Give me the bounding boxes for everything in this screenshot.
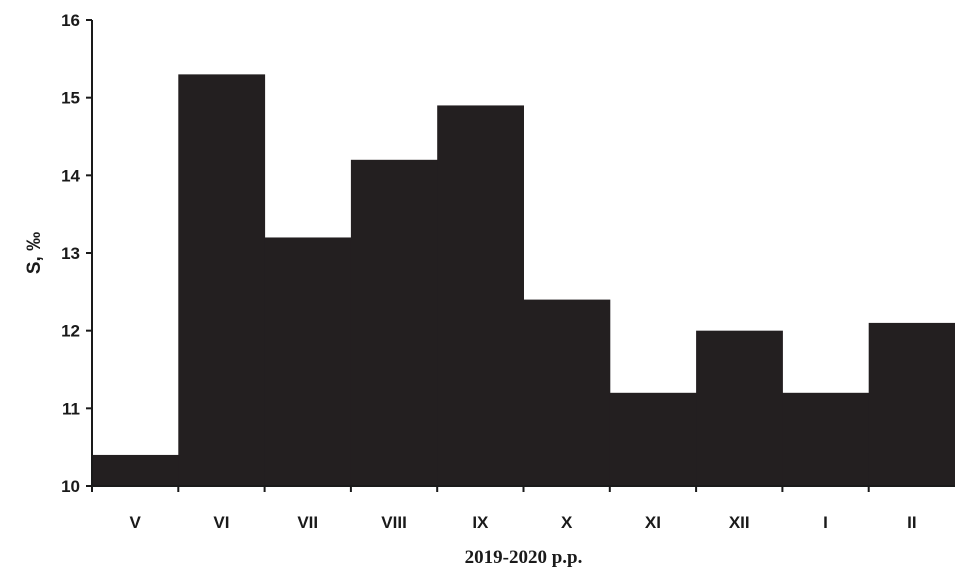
x-tick-label: XI — [645, 513, 661, 532]
bar-I — [782, 392, 870, 486]
x-axis-title: 2019-2020 р.р. — [465, 547, 583, 568]
x-tick-label: VIII — [381, 513, 407, 532]
x-tick-label: X — [561, 513, 573, 532]
bar-VIII — [350, 159, 438, 487]
x-tick-label: II — [907, 513, 916, 532]
y-ticks-group: 10 11 12 13 14 15 16 — [61, 11, 92, 496]
y-tick-label: 16 — [61, 11, 80, 30]
y-axis-title: S, ‰ — [24, 232, 45, 274]
x-tick-label: IX — [472, 513, 489, 532]
y-tick-label: 12 — [61, 322, 80, 341]
bar-X — [523, 299, 611, 486]
bars-group — [92, 74, 955, 487]
y-tick-label: 11 — [62, 399, 80, 418]
bar-II — [868, 322, 955, 486]
bar-IX — [437, 105, 524, 487]
x-tick-label: XII — [729, 513, 750, 532]
bar-XI — [609, 392, 697, 486]
bar-VII — [264, 237, 352, 486]
x-tick-label: VII — [297, 513, 318, 532]
y-tick-label: 10 — [61, 477, 80, 496]
y-tick-label: 13 — [61, 244, 80, 263]
x-ticks-group: V VI VII VIII IX X XI XII I II — [91, 486, 917, 532]
x-tick-label: VI — [213, 513, 229, 532]
bar-V — [92, 454, 179, 486]
y-tick-label: 14 — [61, 166, 80, 185]
y-tick-label: 15 — [61, 89, 80, 108]
x-tick-label: V — [129, 513, 141, 532]
bar-VI — [178, 74, 266, 487]
bar-XII — [696, 330, 783, 486]
x-tick-label: I — [823, 513, 828, 532]
